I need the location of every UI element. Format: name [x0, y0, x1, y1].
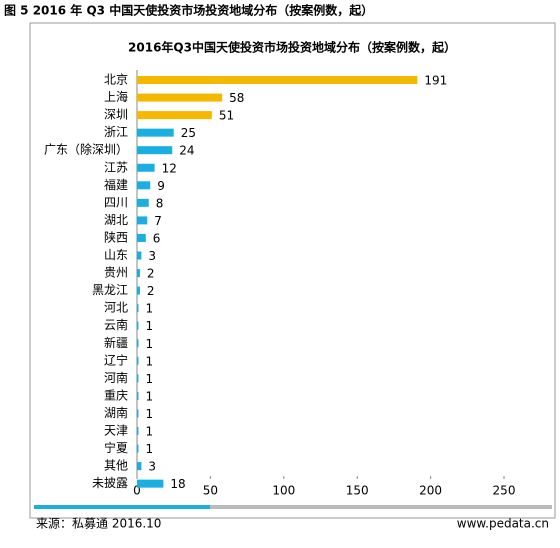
bar	[137, 111, 212, 120]
value-label: 1	[145, 442, 153, 456]
bar	[137, 146, 173, 155]
value-label: 1	[145, 407, 153, 421]
value-label: 1	[145, 372, 153, 386]
value-label: 1	[145, 302, 153, 316]
y-tick-label: 贵州	[104, 266, 128, 280]
y-tick-label: 浙江	[104, 125, 128, 139]
bar	[137, 76, 418, 84]
y-tick-label: 湖南	[104, 405, 128, 420]
y-tick-label: 江苏	[104, 160, 128, 174]
bar	[137, 251, 142, 260]
y-tick-label: 湖北	[104, 212, 128, 227]
value-label: 51	[219, 109, 234, 123]
value-label: 58	[229, 91, 244, 105]
y-tick-label: 其他	[104, 459, 128, 473]
x-tick-label: 100	[272, 484, 295, 498]
value-label: 1	[145, 389, 153, 403]
x-tick-label: 200	[419, 484, 442, 498]
y-tick-label: 广东（除深圳）	[44, 142, 128, 157]
value-label: 8	[156, 196, 164, 210]
y-tick-label: 宁夏	[104, 440, 128, 455]
y-tick-label: 天津	[104, 424, 128, 438]
y-tick-label: 四川	[104, 195, 128, 209]
bar	[137, 321, 139, 330]
value-label: 7	[154, 214, 162, 228]
value-label: 1	[145, 337, 153, 351]
bar	[137, 216, 148, 225]
bar	[137, 269, 140, 278]
bar	[137, 479, 164, 488]
y-tick-label: 云南	[104, 317, 128, 332]
bar	[137, 93, 223, 102]
y-tick-label: 陕西	[104, 229, 128, 244]
y-tick-label: 福建	[104, 177, 128, 192]
value-label: 9	[157, 179, 165, 193]
bar	[137, 427, 139, 435]
y-tick-label: 河北	[104, 301, 128, 315]
value-label: 18	[170, 477, 185, 491]
value-label: 24	[179, 144, 194, 158]
website: www.pedata.cn	[457, 517, 549, 531]
y-tick-label: 河南	[104, 370, 128, 385]
x-tick-label: 0	[133, 484, 141, 498]
value-label: 12	[162, 161, 177, 175]
y-tick-label: 未披露	[92, 476, 128, 490]
bar	[137, 444, 139, 453]
value-label: 25	[181, 126, 196, 140]
y-tick-label: 北京	[104, 73, 128, 87]
bar	[137, 286, 140, 295]
x-tick-label: 50	[203, 484, 218, 498]
value-label: 191	[424, 74, 447, 88]
y-tick-label: 辽宁	[104, 352, 128, 367]
bar	[137, 304, 139, 313]
y-tick-label: 深圳	[104, 108, 128, 122]
x-tick-label: 250	[493, 484, 516, 498]
frame	[29, 22, 556, 519]
y-tick-label: 上海	[104, 89, 128, 104]
bar	[137, 233, 146, 242]
bar	[137, 391, 139, 400]
bar	[137, 462, 142, 471]
x-tick-label: 150	[346, 484, 369, 498]
y-tick-label: 黑龙江	[92, 283, 128, 297]
value-label: 1	[145, 354, 153, 368]
value-label: 6	[153, 231, 161, 245]
value-label: 1	[145, 425, 153, 439]
y-tick-label: 新疆	[104, 335, 128, 350]
chart-title: 2016年Q3中国天使投资市场投资地域分布（按案例数，起）	[128, 40, 456, 55]
bar	[137, 356, 139, 365]
bar	[137, 409, 139, 418]
value-label: 2	[147, 267, 155, 281]
figure-caption: 图 5 2016 年 Q3 中国天使投资市场投资地域分布（按案例数，起）	[4, 3, 373, 18]
bar	[137, 339, 139, 348]
bar	[137, 128, 174, 137]
y-tick-label: 山东	[104, 248, 128, 262]
value-label: 2	[147, 284, 155, 298]
bar	[137, 198, 149, 207]
source: 来源：私募通 2016.10	[36, 517, 161, 531]
value-label: 3	[148, 460, 156, 474]
bar	[137, 163, 155, 172]
value-label: 1	[145, 319, 153, 333]
y-tick-label: 重庆	[104, 388, 128, 402]
value-label: 3	[148, 249, 156, 263]
bar	[137, 181, 151, 190]
bar	[137, 374, 139, 383]
